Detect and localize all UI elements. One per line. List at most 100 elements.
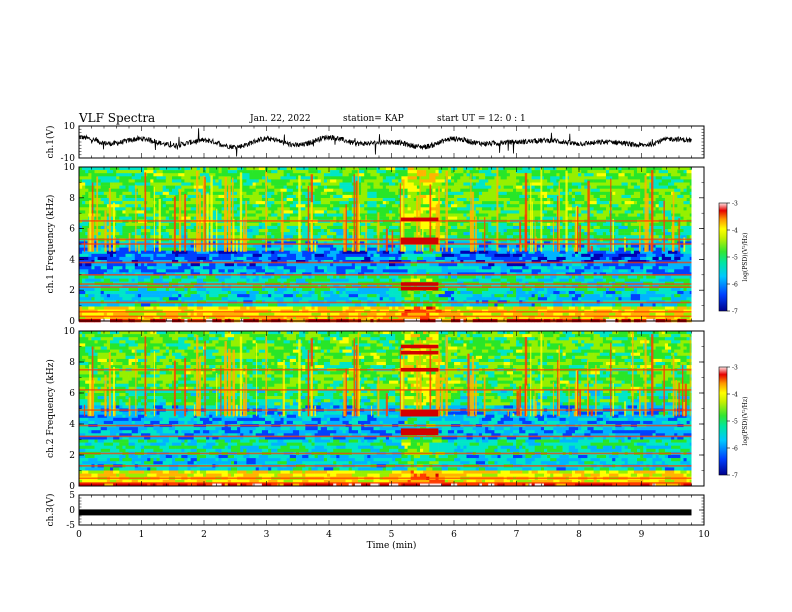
spectrogram-cell — [460, 188, 467, 193]
spectrogram-cell — [661, 210, 672, 214]
spectrogram-cell — [429, 185, 439, 189]
spectrogram-cell — [382, 278, 390, 282]
spectrogram-cell — [590, 312, 601, 317]
spectrogram-cell — [485, 198, 495, 202]
spectrogram-cell — [500, 247, 508, 251]
spectrogram-cell — [376, 250, 384, 255]
spectrogram-cell — [94, 287, 101, 292]
spectrogram-cell — [581, 216, 588, 220]
spectrogram-cell — [156, 294, 163, 298]
spectrogram-cell — [147, 222, 154, 227]
spectrogram-cell — [246, 188, 256, 193]
spectrogram-cell — [113, 269, 117, 273]
spectrogram-cell — [249, 294, 256, 298]
spectrogram-cell — [311, 294, 318, 298]
spectrogram-cell — [106, 294, 111, 298]
spectrogram-cell — [385, 191, 396, 196]
spectrogram-cell — [407, 229, 418, 233]
spectrogram-cell — [141, 170, 145, 174]
spectrogram-cell — [599, 210, 604, 214]
spectrogram-cell — [339, 275, 346, 279]
spectrogram-cell — [209, 315, 216, 320]
spectrogram-cell — [302, 235, 306, 239]
spectrogram-cell — [630, 173, 635, 177]
spectrogram-cell — [389, 306, 393, 310]
spectrogram-cell — [153, 216, 160, 220]
spectrogram-cell — [116, 222, 126, 227]
spectrogram-cell — [283, 198, 287, 202]
spectrogram-cell — [156, 170, 163, 174]
spectrogram-cell — [258, 232, 266, 236]
spectrogram-cell — [134, 185, 145, 189]
spectrogram-cell — [472, 210, 477, 214]
spectrogram-cell — [165, 291, 176, 295]
spectrogram-cell — [274, 247, 281, 251]
spectrogram-cell — [299, 222, 303, 227]
spectrogram-cell — [500, 297, 508, 301]
spectrogram-cell — [159, 210, 167, 214]
spectrogram-cell — [587, 263, 594, 267]
spectrogram-cell — [655, 191, 659, 196]
spectrogram-cell — [643, 287, 650, 292]
spectrogram-cell — [314, 303, 318, 307]
spectrogram-cell — [376, 210, 384, 214]
spectrogram-cell — [237, 263, 247, 267]
spectrogram-cell — [671, 167, 681, 171]
spectrogram-cell — [280, 204, 291, 208]
spectrogram-cell — [153, 167, 160, 171]
spectrogram-cell — [314, 176, 318, 180]
spectrogram-cell — [137, 250, 142, 255]
spectrogram-cell — [618, 229, 625, 233]
spectrogram-cell — [537, 269, 542, 273]
spectrogram-cell — [575, 303, 585, 307]
spectrogram-cell — [175, 287, 185, 292]
spectrogram-cell — [159, 287, 167, 292]
spectrogram-cell — [116, 253, 126, 258]
spectrogram-cell — [339, 198, 349, 202]
spectrogram-cell — [283, 253, 287, 258]
spectrogram-cell — [506, 291, 514, 295]
spectrogram-cell — [497, 210, 501, 214]
spectrogram-cell — [575, 312, 582, 317]
spectrogram-cell — [426, 247, 430, 251]
spectrogram-cell — [686, 250, 692, 255]
spectrogram-cell — [655, 207, 659, 211]
spectrogram-cell — [466, 216, 470, 220]
spectrogram-cell — [618, 263, 625, 267]
spectrogram-cell — [438, 229, 446, 233]
spectrogram-cell — [79, 235, 89, 239]
spectrogram-cell — [674, 306, 678, 310]
spectrogram-cell — [91, 244, 98, 248]
spectrogram-cell — [677, 241, 687, 245]
spectrogram-cell — [187, 306, 198, 310]
spectrogram-cell — [649, 287, 659, 292]
spectrogram-cell — [643, 263, 647, 267]
spectrogram-cell — [323, 222, 334, 227]
spectrogram-cell — [187, 275, 194, 279]
spectrogram-cell — [255, 207, 263, 211]
spectrogram-cell — [420, 179, 427, 183]
spectrogram-cell — [246, 256, 250, 261]
spectrogram-cell — [215, 312, 225, 317]
spectrogram-cell — [509, 198, 520, 202]
spectrogram-cell — [410, 294, 415, 298]
spectrogram-cell — [215, 191, 222, 196]
spectrogram-cell — [336, 167, 346, 171]
spectrogram-cell — [314, 244, 318, 248]
spectrogram-cell — [128, 278, 132, 282]
spectrogram-cell — [302, 253, 312, 258]
spectrogram-cell — [203, 312, 213, 317]
spectrogram-cell — [423, 170, 427, 174]
spectrogram-cell — [119, 278, 129, 282]
spectrogram-cell — [249, 173, 256, 177]
spectrogram-cell — [199, 222, 204, 227]
spectrogram-cell — [519, 229, 526, 233]
spectrogram-cell — [395, 303, 402, 307]
spectrogram-cell — [556, 170, 566, 174]
spectrogram-cell — [516, 287, 523, 292]
spectrogram-cell — [327, 275, 334, 279]
spectrogram-cell — [234, 179, 238, 183]
spectrogram-cell — [141, 235, 148, 239]
spectrogram-cell — [342, 191, 346, 196]
spectrogram-cell — [302, 167, 309, 171]
